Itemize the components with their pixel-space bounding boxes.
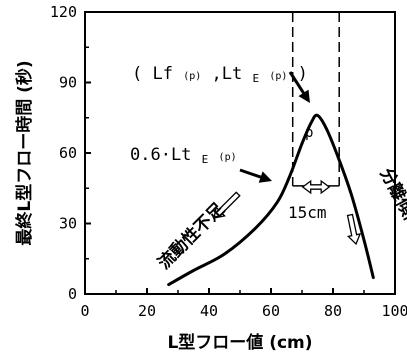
left-region-label: 流動性不足 (154, 199, 229, 274)
y-ticks: 0 30 60 90 120 (50, 3, 91, 303)
y-axis-title: 最終L型フロー時間 (秒) (14, 60, 35, 245)
coord-e: E (252, 72, 259, 85)
coord-mid: ,Lt (212, 64, 243, 84)
y-tick-label: 0 (68, 285, 77, 303)
y-tick-label: 30 (59, 215, 77, 233)
ratio-main: 0.6·Lt (130, 145, 191, 165)
y-tick-label: 90 (59, 74, 77, 92)
ratio-pointer-arrow (239, 168, 272, 183)
x-tick-label: 20 (138, 302, 156, 320)
peak-label: p (305, 125, 313, 141)
coord-sub2: (p) (269, 71, 287, 82)
peak-coordinate-label: ( Lf (p) ,Lt E (p) ) (132, 64, 308, 87)
coord-main: ( Lf (132, 64, 173, 84)
curve-line (167, 113, 375, 287)
y-tick-label: 60 (59, 144, 77, 162)
width-label: 15cm (288, 203, 327, 222)
right-direction-arrow (346, 213, 362, 246)
coord-sub1: (p) (183, 71, 201, 82)
right-region-label: 分離傾向 (376, 164, 407, 234)
coord-close: ) (298, 64, 308, 84)
x-tick-label: 0 (80, 302, 89, 320)
left-direction-arrow (213, 191, 241, 219)
x-axis-title: L型フロー値 (cm) (167, 332, 312, 353)
x-tick-label: 80 (324, 302, 342, 320)
ratio-e: E (202, 153, 209, 166)
width-double-arrow (301, 179, 331, 195)
peak-dashed-box (291, 12, 340, 187)
ratio-label: 0.6·Lt E (p) (130, 145, 237, 168)
annotation-arrows (213, 71, 362, 246)
x-tick-label: 40 (200, 302, 218, 320)
peak-pointer-arrow (288, 71, 310, 103)
x-ticks: 0 20 40 60 80 100 (80, 288, 407, 320)
x-tick-label: 60 (262, 302, 280, 320)
x-tick-label: 100 (381, 302, 407, 320)
ratio-sub: (p) (219, 152, 237, 163)
y-tick-label: 120 (50, 3, 77, 21)
